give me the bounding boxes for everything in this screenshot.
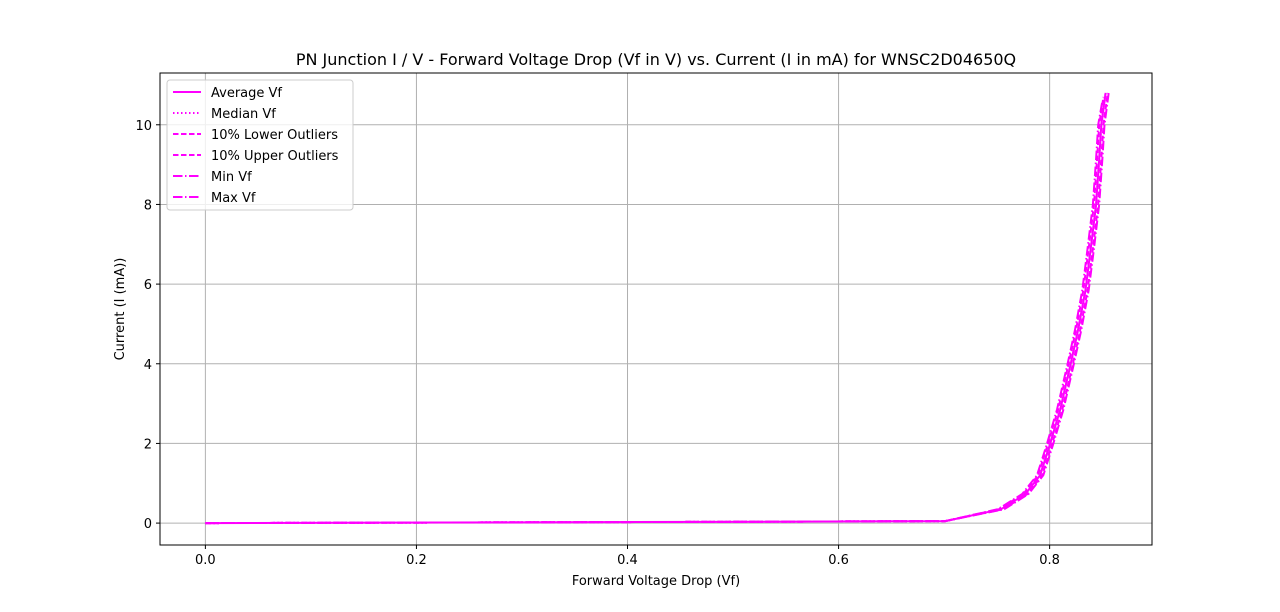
legend-label: 10% Upper Outliers — [211, 149, 339, 164]
chart-title: PN Junction I / V - Forward Voltage Drop… — [296, 50, 1016, 69]
legend-label: Max Vf — [211, 191, 256, 206]
series-line — [205, 96, 1105, 525]
series-line — [205, 92, 1110, 525]
x-tick-label: 0.6 — [828, 553, 849, 568]
x-tick-label: 0.0 — [195, 553, 216, 568]
y-tick-label: 8 — [144, 198, 152, 213]
y-tick-label: 4 — [144, 358, 152, 373]
legend-label: Min Vf — [211, 170, 252, 185]
x-tick-label: 0.2 — [406, 553, 427, 568]
y-tick-label: 10 — [135, 119, 152, 134]
y-tick-label: 0 — [144, 517, 152, 532]
y-tick-label: 6 — [144, 278, 152, 293]
y-axis-label: Current (I (mA)) — [113, 258, 128, 361]
legend-label: 10% Lower Outliers — [211, 128, 338, 143]
plot-frame — [159, 72, 1153, 546]
legend: Average Vf Median Vf 10% Lower Outliers 10%… — [166, 79, 354, 211]
x-tick-label: 0.8 — [1039, 553, 1060, 568]
legend-label: Median Vf — [211, 107, 276, 122]
y-axis: 0 2 4 6 8 10 — [135, 119, 160, 532]
x-axis: 0.0 0.2 0.4 0.6 0.8 — [195, 545, 1060, 568]
x-axis-label: Forward Voltage Drop (Vf) — [572, 574, 740, 589]
legend-box — [166, 79, 354, 211]
x-tick-label: 0.4 — [617, 553, 638, 568]
y-tick-label: 2 — [144, 437, 152, 452]
legend-label: Average Vf — [211, 86, 282, 101]
series-lines — [205, 92, 1110, 525]
